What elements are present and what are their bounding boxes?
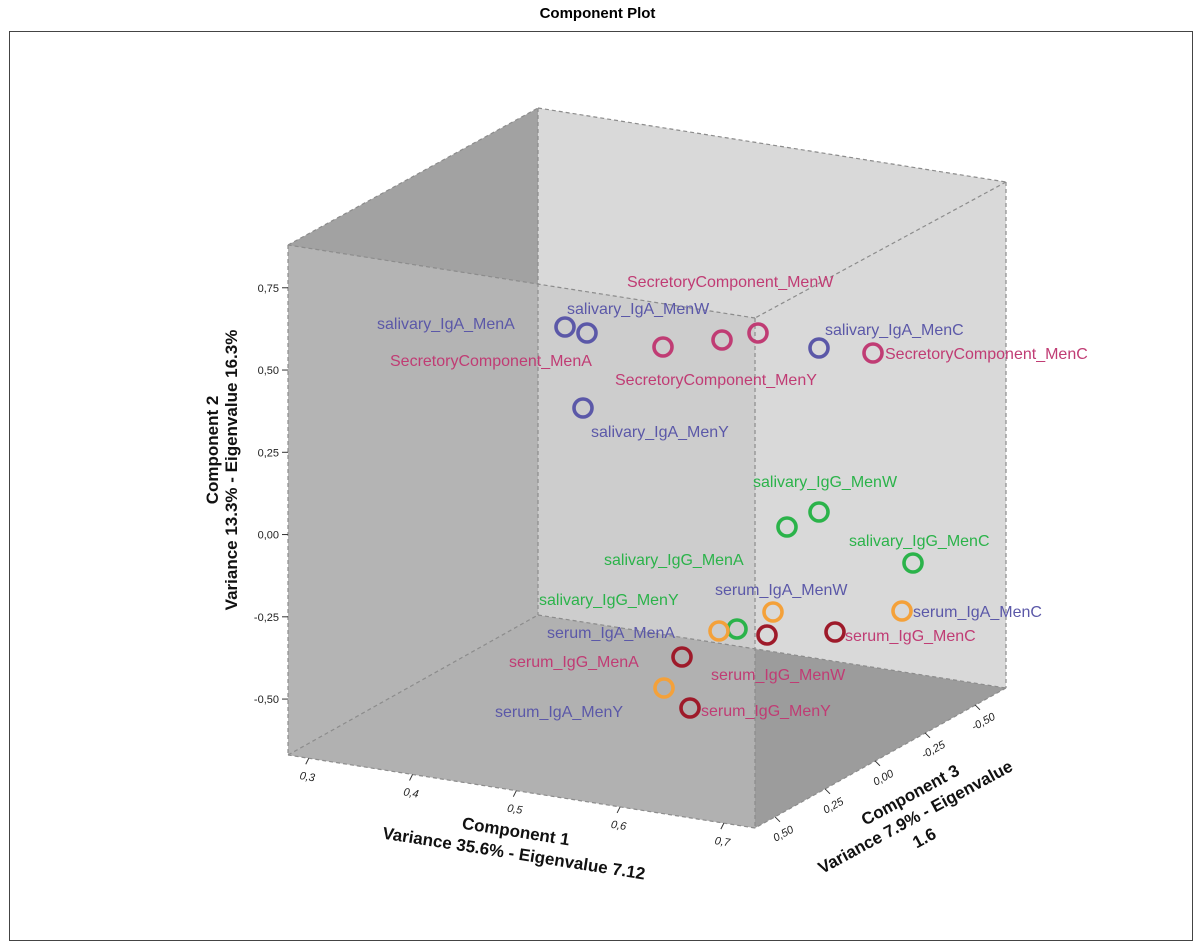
data-point-label: serum_IgA_MenW (715, 582, 848, 599)
data-point-label: SecretoryComponent_MenA (390, 353, 592, 370)
box-edge (287, 107, 539, 246)
data-point-marker (711, 329, 733, 351)
x-tick-label: 0,6 (610, 819, 628, 833)
y-axis-title: Component 2 Variance 13.3% - Eigenvalue … (203, 330, 241, 611)
data-point-label: salivary_IgA_MenC (825, 322, 964, 339)
data-point-marker (652, 336, 674, 358)
z-tick-mark (874, 760, 881, 767)
z-tick-label: -0,50 (970, 710, 999, 733)
data-points: salivary_IgA_MenA salivary_IgA_MenWsaliva… (377, 274, 1088, 721)
z-tick-mark (924, 732, 931, 739)
x-tick-label: 0,5 (506, 803, 524, 817)
data-point-marker (576, 322, 598, 344)
data-point-marker (808, 337, 830, 359)
data-point-label: salivary_IgG_MenY (539, 592, 679, 609)
x-tick-mark (305, 758, 310, 765)
z-tick-label: 0,00 (871, 767, 896, 788)
data-point-label: serum_IgG_MenA (509, 654, 639, 671)
data-point-marker (671, 646, 693, 668)
data-point-marker (554, 316, 576, 338)
x-tick-mark (616, 806, 621, 814)
data-point-label: SecretoryComponent_MenY (615, 372, 817, 389)
box-edge (754, 181, 1007, 319)
data-point-label: serum_IgA_MenC (913, 604, 1042, 621)
chart-title: Component Plot (539, 5, 656, 22)
data-point-marker (756, 624, 778, 646)
y-tick-label: 0,00 (258, 530, 279, 542)
data-point-label: salivary_IgG_MenC (849, 533, 990, 550)
z-tick-mark (974, 704, 981, 711)
box-edge (537, 614, 1007, 689)
data-point-label: serum_IgG_MenY (701, 703, 831, 720)
data-point-marker (776, 516, 798, 538)
data-point-marker (708, 620, 730, 642)
z-tick-mark (824, 788, 831, 795)
y-tick-label: 0,25 (258, 447, 279, 459)
data-point-marker (891, 600, 913, 622)
y-axis-sublabel: Variance 13.3% - Eigenvalue 16.3% (222, 330, 241, 611)
data-point-label: salivary_IgA_MenW (567, 301, 710, 318)
data-point-label: SecretoryComponent_MenC (885, 346, 1088, 363)
data-point-marker (824, 621, 846, 643)
x-tick-label: 0,3 (299, 770, 317, 784)
box-edge (287, 244, 756, 319)
data-point-marker (653, 677, 675, 699)
data-point-marker (808, 501, 830, 523)
box-edge (287, 754, 756, 829)
data-point-marker (572, 397, 594, 419)
data-point-marker (747, 322, 769, 344)
data-point-marker (902, 552, 924, 574)
y-tick-label: -0,25 (254, 612, 279, 624)
x-tick-mark (409, 774, 413, 781)
data-point-label: serum_IgG_MenC (845, 628, 976, 645)
box-edge (754, 687, 1007, 829)
y-tick-label: -0,50 (254, 694, 279, 706)
data-point-label: serum_IgA_MenY (495, 704, 623, 721)
data-point-marker (862, 342, 884, 364)
x-tick-mark (720, 822, 725, 830)
data-point-label: salivary_IgG_MenA (604, 552, 744, 569)
data-point-label: salivary_IgA_MenA (377, 316, 515, 333)
data-point-marker (679, 697, 701, 719)
x-axis-title: Component 1 Variance 35.6% - Eigenvalue … (381, 814, 646, 884)
y-tick-label: 0,75 (258, 283, 279, 295)
data-point-label: serum_IgA_MenA (547, 625, 675, 642)
y-axis-label: Component 2 (203, 396, 222, 505)
data-point-label: SecretoryComponent_MenW (627, 274, 834, 291)
box-edge (287, 614, 539, 756)
data-point-marker (762, 601, 784, 623)
data-point-label: salivary_IgA_MenY (591, 424, 729, 441)
data-point-label: salivary_IgG_MenW (753, 474, 898, 491)
data-point-label: serum_IgG_MenW (711, 667, 846, 684)
plot-box (287, 107, 1007, 829)
box-edge (537, 107, 1007, 183)
z-tick-mark (774, 816, 781, 823)
z-tick-label: -0,25 (920, 738, 949, 761)
z-tick-label: 0,50 (771, 823, 796, 844)
x-tick-label: 0,7 (714, 835, 732, 849)
x-tick-label: 0,4 (403, 786, 420, 800)
x-tick-mark (512, 790, 517, 797)
box-front-wall (288, 245, 755, 828)
z-tick-label: 0,25 (821, 795, 846, 816)
y-tick-label: 0,50 (258, 365, 279, 377)
